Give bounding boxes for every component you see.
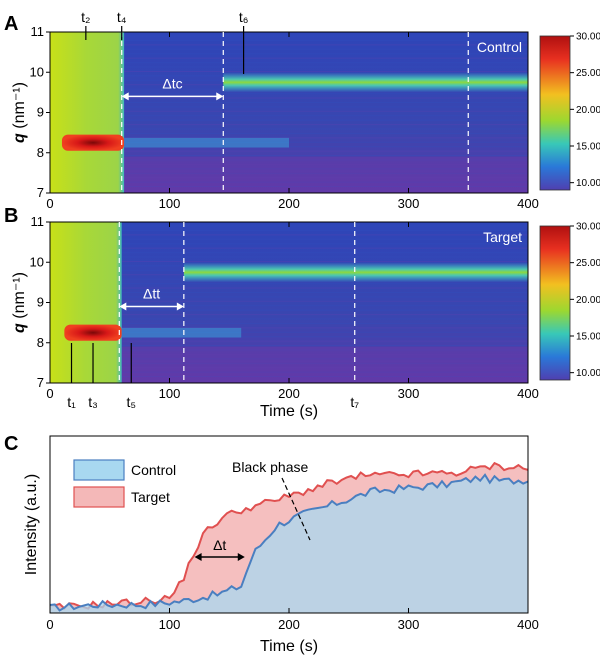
time-marker-label: t₂ — [81, 9, 90, 25]
time-marker-label: t₄ — [117, 9, 127, 25]
heatmap-sample-label: Control — [477, 39, 522, 55]
heatmap-low-q-zone — [50, 346, 528, 383]
y-tick-label: 9 — [37, 295, 44, 310]
colorbar-tick-label: 25.00 — [576, 258, 600, 269]
x-tick-label: 100 — [159, 196, 181, 211]
y-tick-label: 7 — [37, 375, 44, 390]
area-fill-control — [50, 474, 528, 613]
y-axis-symbol: q — [11, 129, 28, 143]
heatmap-image — [50, 222, 528, 383]
panel-label-c: C — [4, 433, 18, 455]
time-marker-label: t₃ — [88, 394, 98, 410]
time-marker-label: t₅ — [126, 394, 136, 410]
y-tick-label: 10 — [30, 64, 44, 79]
x-tick-label: 300 — [398, 196, 420, 211]
y-tick-label: 7 — [37, 185, 44, 200]
colorbar-tick-label: 25.00 — [576, 68, 600, 79]
y-tick-label: 8 — [37, 335, 44, 350]
colorbar-tick-label: 15.00 — [576, 332, 600, 343]
black-phase-line — [281, 477, 311, 541]
heatmap-background — [50, 32, 528, 193]
colorbar-tick-label: 20.00 — [576, 105, 600, 116]
delta-t-arrow-head-left — [194, 553, 202, 561]
x-tick-label: 100 — [159, 617, 181, 632]
colorbar-tick-label: 30.00 — [576, 222, 600, 233]
colorbar-tick-label: 20.00 — [576, 295, 600, 306]
x-axis-label: Time (s) — [260, 638, 318, 655]
heatmap-low-q-zone — [50, 156, 528, 193]
heatmap-precursor-region — [50, 32, 125, 193]
x-tick-label: 200 — [278, 196, 300, 211]
heatmap-sample-label: Target — [483, 229, 522, 245]
colorbar-gradient — [539, 35, 571, 191]
y-axis-label: q (nm⁻¹) — [11, 82, 28, 143]
heatmap-decaying-band — [121, 327, 242, 338]
heatmap-perovskite-band — [223, 72, 528, 93]
heatmap-perovskite-band — [183, 262, 528, 283]
y-tick-label: 11 — [31, 24, 45, 39]
x-tick-label: 400 — [517, 196, 539, 211]
heatmap-decaying-band — [124, 137, 289, 148]
x-tick-label: 400 — [517, 386, 539, 401]
legend-swatch — [73, 486, 125, 508]
x-tick-label: 200 — [278, 386, 300, 401]
delta-t-label: Δt — [213, 537, 226, 553]
heatmap-intermediate-band — [64, 324, 122, 341]
x-tick-label: 400 — [517, 617, 539, 632]
area-line-control — [49, 473, 529, 612]
legend-label: Target — [131, 489, 170, 505]
x-tick-label: 0 — [46, 196, 53, 211]
colorbar-tick-label: 30.00 — [576, 32, 600, 43]
heatmap-precursor-region — [50, 222, 122, 383]
panel-label-a: A — [4, 13, 18, 35]
interval-label: Δtc — [162, 75, 182, 91]
y-tick-label: 9 — [37, 105, 44, 120]
y-axis-label: Intensity (a.u.) — [23, 474, 40, 575]
interval-arrow-head-left — [119, 302, 127, 311]
panel-label-b: B — [4, 205, 18, 227]
time-marker-label: t₇ — [350, 394, 359, 410]
y-axis-label: q (nm⁻¹) — [11, 272, 28, 333]
y-axis-symbol: q — [11, 319, 28, 333]
heatmap-panel-control: Δtc Control 0 100 200 300 400 7 8 9 10 11 q (nm⁻¹) t₂… — [11, 9, 539, 211]
x-tick-label: 200 — [278, 617, 300, 632]
colorbar-tick-label: 10.00 — [576, 178, 600, 189]
heatmap-image — [50, 32, 528, 193]
colorbar-target: 30.00 25.00 20.00 15.00 10.00 — [539, 222, 600, 381]
x-tick-label: 100 — [159, 386, 181, 401]
intensity-area-chart: 0 100 200 300 400 Time (s) Intensity (a.u.) Con… — [23, 435, 539, 655]
time-marker-label: t₆ — [239, 9, 249, 25]
y-tick-label: 8 — [37, 145, 44, 160]
y-tick-label: 11 — [31, 214, 45, 229]
colorbar-control: 30.00 25.00 20.00 15.00 10.00 — [539, 32, 600, 191]
black-phase-label: Black phase — [232, 459, 308, 475]
legend-swatch — [73, 459, 125, 481]
heatmap-background — [50, 222, 528, 383]
x-tick-label: 300 — [398, 617, 420, 632]
x-axis-label: Time (s) — [260, 403, 318, 420]
legend-label: Control — [131, 462, 176, 478]
x-tick-label: 0 — [46, 617, 53, 632]
heatmap-intermediate-band — [61, 134, 125, 151]
heatmap-panel-target: Δtt Target 0 100 200 300 400 7 8 9 10 11 q (nm⁻¹) Tim… — [11, 214, 539, 420]
interval-arrow-head-right — [216, 92, 224, 101]
x-tick-label: 0 — [46, 386, 53, 401]
x-tick-label: 300 — [398, 386, 420, 401]
y-axis-unit: (nm⁻¹) — [11, 82, 28, 129]
interval-arrow-head-left — [121, 92, 129, 101]
time-marker-label: t₁ — [67, 394, 76, 410]
y-tick-label: 10 — [30, 254, 44, 269]
colorbar-gradient — [539, 225, 571, 381]
colorbar-tick-label: 10.00 — [576, 368, 600, 379]
delta-t-arrow-head-right — [237, 553, 245, 561]
interval-arrow-head-right — [176, 302, 184, 311]
colorbar-tick-label: 15.00 — [576, 142, 600, 153]
y-axis-unit: (nm⁻¹) — [11, 272, 28, 319]
interval-label: Δtt — [143, 286, 160, 302]
